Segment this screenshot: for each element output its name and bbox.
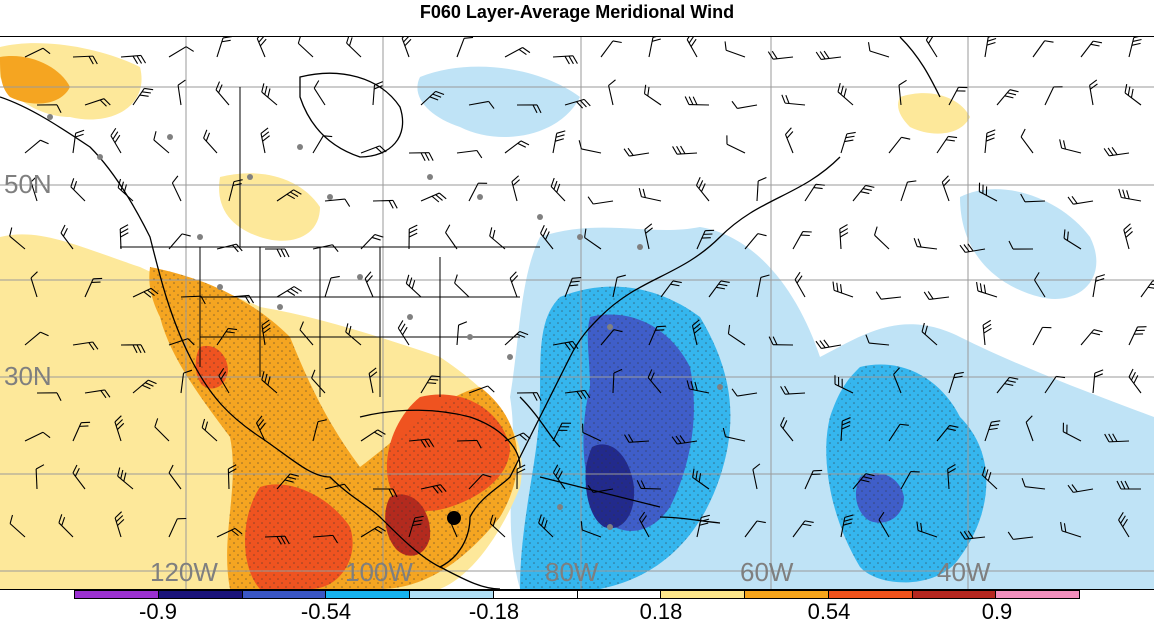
lat-label-50n: 50N: [4, 169, 52, 200]
lon-label-120w: 120W: [150, 557, 218, 588]
meridional-wind-map: [0, 37, 1154, 589]
lon-label-60w: 60W: [740, 557, 793, 588]
colorbar-segment-8: [745, 591, 829, 598]
colorbar-segment-11: [996, 591, 1079, 598]
colorbar-label-neg-0-54: -0.54: [301, 599, 351, 625]
colorbar-label-neg-0-9: -0.9: [139, 599, 177, 625]
lon-label-80w: 80W: [545, 557, 598, 588]
map-title: F060 Layer-Average Meridional Wind: [0, 2, 1154, 23]
colorbar-segment-4: [410, 591, 494, 598]
colorbar-label-0-18: 0.18: [640, 599, 683, 625]
colorbar-label-0-9: 0.9: [982, 599, 1013, 625]
lon-label-100w: 100W: [345, 557, 413, 588]
lon-label-40w: 40W: [937, 557, 990, 588]
colorbar-segment-0: [75, 591, 159, 598]
colorbar: [74, 590, 1080, 599]
colorbar-segment-7: [661, 591, 745, 598]
colorbar-segment-1: [159, 591, 243, 598]
lat-label-30n: 30N: [4, 361, 52, 392]
colorbar-label-neg-0-18: -0.18: [469, 599, 519, 625]
colorbar-segment-10: [913, 591, 997, 598]
colorbar-segment-5: [494, 591, 578, 598]
colorbar-segment-9: [829, 591, 913, 598]
colorbar-label-0-54: 0.54: [808, 599, 851, 625]
colorbar-segment-3: [326, 591, 410, 598]
colorbar-segment-6: [578, 591, 662, 598]
map-panel: 50N 30N 120W 100W 80W 60W 40W: [0, 36, 1154, 590]
colorbar-segment-2: [243, 591, 327, 598]
